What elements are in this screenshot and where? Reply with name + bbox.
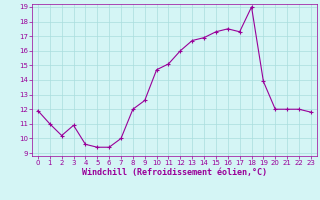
X-axis label: Windchill (Refroidissement éolien,°C): Windchill (Refroidissement éolien,°C) [82, 168, 267, 177]
